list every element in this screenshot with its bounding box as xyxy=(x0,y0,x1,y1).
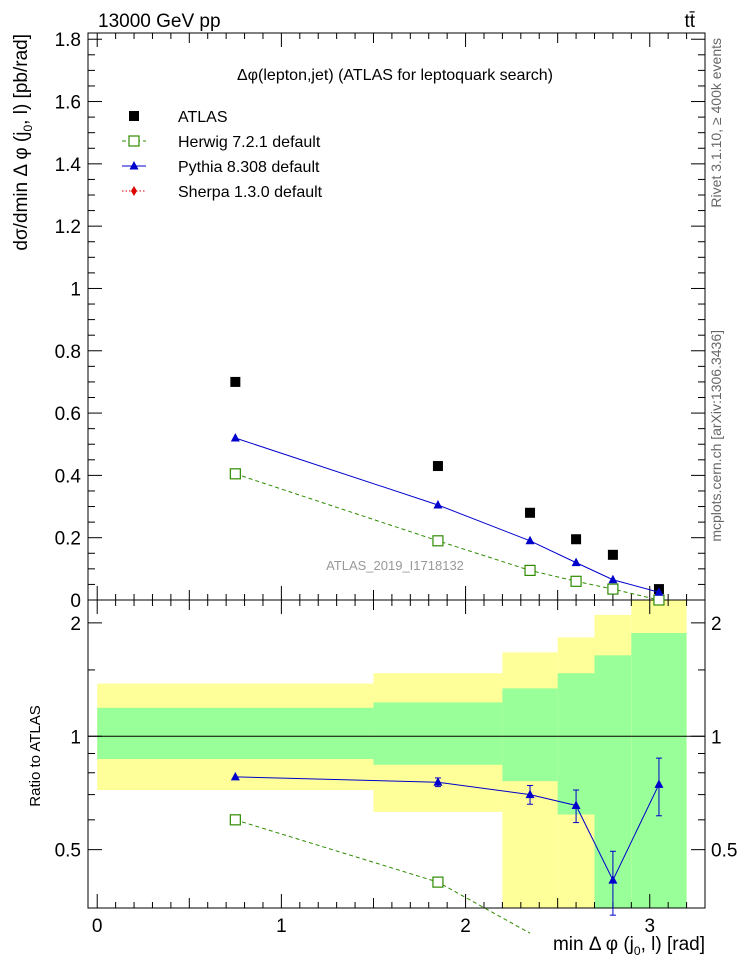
legend-label-2: Pythia 8.308 default xyxy=(178,159,320,176)
legend-marker-0 xyxy=(129,111,139,121)
green-band-0 xyxy=(97,707,374,760)
main-series-marks xyxy=(229,376,665,606)
ratio-ytick-label: 2 xyxy=(70,614,81,635)
main-point-0-0 xyxy=(230,376,241,387)
ratio-series-marks xyxy=(229,757,664,934)
xtick-label: 3 xyxy=(644,916,655,937)
main-series-line-1 xyxy=(235,473,660,601)
main-point-0-1 xyxy=(432,461,443,472)
ratio-pythia-point-4 xyxy=(608,875,618,884)
ratio-y-axis-label: Ratio to ATLAS xyxy=(27,705,44,806)
rivet-side-label: Rivet 3.1.10, ≥ 400k events xyxy=(708,38,724,208)
main-ytick-label: 0.8 xyxy=(55,342,81,363)
main-ytick-label: 1 xyxy=(70,279,81,300)
x-axis-label: min Δ φ (j0, l) [rad] xyxy=(553,934,705,958)
ratio-uncertainty-bands xyxy=(97,600,687,908)
main-point-2-5 xyxy=(654,587,664,596)
ratio-pythia-point-0 xyxy=(230,771,240,781)
ratio-y-axis-ticks: 0.5 0.5 1 1 2 2 xyxy=(55,614,738,862)
green-band-1 xyxy=(373,702,503,765)
main-point-1-3 xyxy=(570,575,582,587)
energy-label: 13000 GeV pp xyxy=(98,11,221,32)
ratio-herwig-point-0 xyxy=(229,814,241,826)
green-band-2 xyxy=(502,688,558,782)
main-point-1-5 xyxy=(653,594,665,606)
main-point-0-2 xyxy=(525,507,536,518)
ratio-frame xyxy=(87,599,706,909)
main-point-1-1 xyxy=(432,535,444,547)
ratio-pythia-point-3 xyxy=(571,800,581,809)
ratio-ytick-label-right: 2 xyxy=(711,614,722,635)
legend-label-0: ATLAS xyxy=(178,109,228,126)
ratio-ytick-label: 1 xyxy=(70,727,81,748)
main-point-2-4 xyxy=(608,574,618,584)
main-point-2-3 xyxy=(571,557,581,567)
xtick-label: 0 xyxy=(92,916,103,937)
legend: ATLAS Herwig 7.2.1 default Pythia 8.308 de… xyxy=(122,109,323,201)
legend-marker-3 xyxy=(131,186,137,196)
process-label: tt̄ xyxy=(684,11,695,32)
main-ytick-label: 0 xyxy=(70,591,81,612)
ratio-pythia-point-5 xyxy=(654,779,664,788)
main-y-axis-label: dσ/dmin Δ φ (j0, l) [pb/rad] xyxy=(11,34,35,251)
xtick-label: 2 xyxy=(460,916,471,937)
main-ytick-label: 1.6 xyxy=(55,93,81,114)
legend-label-1: Herwig 7.2.1 default xyxy=(178,134,321,151)
main-ytick-label: 1.2 xyxy=(55,217,81,238)
legend-marker-1 xyxy=(128,135,140,147)
ratio-pythia-point-1 xyxy=(433,777,443,786)
main-point-2-1 xyxy=(433,499,443,509)
main-point-1-2 xyxy=(524,564,536,577)
main-point-2-0 xyxy=(230,433,240,442)
mcplots-side-label: mcplots.cern.ch [arXiv:1306.3436] xyxy=(708,330,724,542)
xtick-label: 1 xyxy=(276,916,287,937)
main-y-axis-ticks: 0 0.2 0.4 0.6 0.8 1 1.2 1.4 1.6 1.8 xyxy=(55,30,705,612)
ratio-herwig-point-1 xyxy=(432,876,444,888)
chart-title: Δφ(lepton,jet) (ATLAS for leptoquark sea… xyxy=(237,67,553,84)
ratio-pythia-line xyxy=(235,776,660,882)
analysis-watermark: ATLAS_2019_I1718132 xyxy=(326,558,464,573)
ratio-ytick-label: 0.5 xyxy=(55,841,81,862)
main-point-0-3 xyxy=(571,534,582,545)
main-ytick-label: 0.4 xyxy=(55,466,82,487)
main-point-2-2 xyxy=(525,535,535,545)
main-ytick-label: 1.4 xyxy=(55,155,82,176)
main-ytick-label: 0.2 xyxy=(55,529,81,550)
ratio-ytick-label-right: 1 xyxy=(711,727,722,748)
main-ytick-label: 1.8 xyxy=(55,30,81,51)
legend-marker-2 xyxy=(129,161,139,170)
main-point-1-4 xyxy=(607,583,619,595)
main-point-1-0 xyxy=(229,468,241,480)
main-series-line-2 xyxy=(235,437,660,593)
legend-label-3: Sherpa 1.3.0 default xyxy=(178,184,323,201)
x-axis-ticks: 0 1 2 3 xyxy=(92,33,706,937)
main-ytick-label: 0.6 xyxy=(55,404,81,425)
ratio-pythia-point-2 xyxy=(525,789,535,799)
main-point-0-4 xyxy=(607,549,618,560)
ratio-ytick-label-right: 0.5 xyxy=(711,841,737,862)
